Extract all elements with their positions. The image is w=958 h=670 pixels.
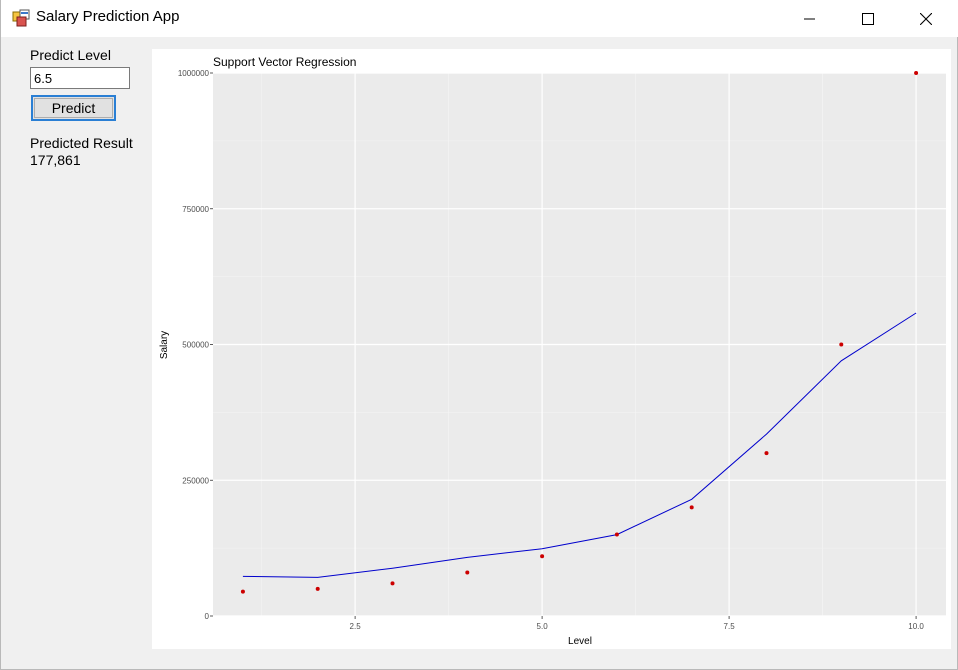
data-point — [914, 71, 919, 75]
data-point — [540, 554, 545, 559]
data-points — [240, 71, 919, 594]
data-point — [465, 570, 470, 575]
data-point — [689, 505, 694, 510]
predict-button[interactable]: Predict — [31, 95, 116, 121]
maximize-icon — [862, 12, 874, 25]
data-point — [614, 532, 619, 537]
chart-title: Support Vector Regression — [213, 55, 356, 69]
x-tick-label: 5.0 — [537, 622, 549, 631]
y-axis-ticks: 0 250000 500000 750000 1000000 — [178, 69, 213, 621]
svr-chart: Support Vector Regression 0 250000 500000 7… — [159, 55, 946, 647]
predict-button-label: Predict — [34, 98, 113, 118]
x-axis-ticks: 2.5 5.0 7.5 10.0 — [350, 616, 924, 631]
grid-major — [213, 72, 946, 617]
x-tick-label: 7.5 — [724, 622, 736, 631]
predict-level-label: Predict Level — [30, 47, 111, 63]
title-bar[interactable]: Salary Prediction App — [1, 0, 958, 37]
minimize-button[interactable] — [787, 0, 833, 37]
maximize-button[interactable] — [845, 0, 891, 37]
x-axis-label: Level — [568, 636, 592, 647]
x-tick-label: 10.0 — [908, 622, 924, 631]
y-axis-label: Salary — [159, 331, 170, 359]
regression-line — [242, 312, 917, 578]
close-button[interactable] — [903, 0, 949, 37]
app-icon — [12, 9, 30, 27]
y-tick-label: 500000 — [182, 341, 209, 350]
data-point — [390, 581, 395, 586]
window-title: Salary Prediction App — [36, 8, 180, 25]
predicted-result-value: 177,861 — [30, 152, 81, 168]
y-tick-label: 1000000 — [178, 69, 210, 78]
data-point — [839, 342, 844, 347]
y-tick-label: 750000 — [182, 205, 209, 214]
y-tick-label: 250000 — [182, 476, 209, 485]
y-tick-label: 0 — [205, 612, 210, 621]
data-point — [240, 589, 245, 594]
plot-panel: Support Vector Regression 0 250000 500000 7… — [152, 49, 951, 649]
data-point — [315, 586, 320, 591]
data-point — [764, 451, 769, 456]
predicted-result-label: Predicted Result — [30, 135, 133, 151]
minimize-icon — [804, 18, 815, 19]
predict-level-input[interactable] — [30, 67, 130, 89]
close-icon — [920, 12, 932, 25]
x-tick-label: 2.5 — [350, 622, 362, 631]
